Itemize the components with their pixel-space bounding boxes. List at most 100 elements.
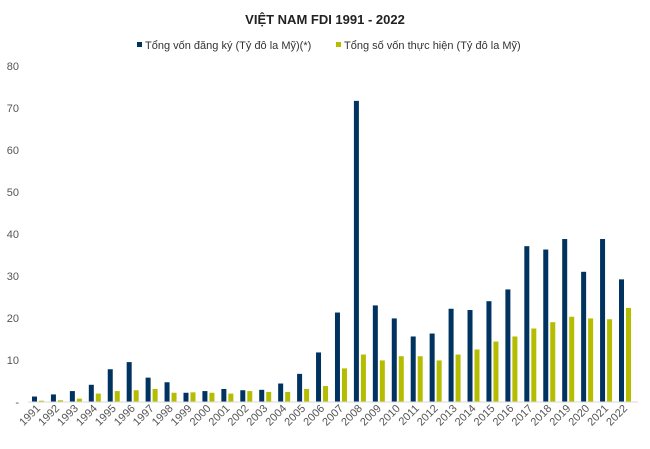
bar-registered-2001 — [221, 388, 227, 402]
x-tick-label: 1996 — [112, 403, 138, 429]
x-tick-label: 1999 — [169, 403, 195, 429]
bar-registered-1997 — [145, 377, 151, 402]
x-tick-label: 2022 — [604, 403, 630, 429]
x-tick-label: 2015 — [472, 403, 498, 429]
x-tick-label: 2000 — [188, 403, 214, 429]
x-tick-label: 1998 — [150, 403, 176, 429]
bar-disbursed-2005 — [304, 388, 310, 402]
bar-registered-2010 — [391, 318, 397, 402]
y-tick-label: - — [15, 397, 19, 409]
bar-disbursed-2012 — [436, 360, 442, 402]
bar-disbursed-1991 — [39, 400, 44, 402]
x-tick-label: 2013 — [434, 403, 460, 429]
x-tick-label: 2017 — [510, 403, 536, 429]
x-tick-label: 2012 — [415, 403, 441, 429]
x-tick-label: 2016 — [491, 403, 517, 429]
x-tick-label: 2009 — [358, 403, 384, 429]
bar-disbursed-2006 — [323, 386, 329, 402]
bar-disbursed-2001 — [228, 393, 234, 402]
bar-disbursed-1999 — [190, 392, 196, 402]
y-tick-label: 10 — [7, 355, 19, 367]
y-tick-label: 60 — [7, 145, 19, 157]
bar-registered-2013 — [448, 308, 454, 402]
bar-disbursed-2016 — [512, 336, 518, 402]
bar-registered-1994 — [88, 384, 94, 402]
bar-registered-2017 — [524, 246, 530, 402]
bar-disbursed-2018 — [550, 322, 556, 402]
bar-disbursed-2015 — [493, 341, 499, 402]
x-tick-label: 2008 — [339, 403, 365, 429]
bar-registered-1996 — [126, 362, 132, 402]
bar-registered-2003 — [259, 389, 265, 402]
x-tick-label: 1993 — [55, 403, 81, 429]
bar-registered-2006 — [316, 352, 322, 402]
bar-disbursed-2008 — [360, 354, 366, 402]
y-tick-label: 20 — [7, 313, 19, 325]
x-tick-label: 2003 — [245, 403, 271, 429]
bar-registered-2020 — [581, 271, 587, 402]
bar-disbursed-2002 — [247, 391, 253, 402]
x-axis: 1991199219931994199519961997199819992000… — [17, 403, 630, 429]
bar-disbursed-2003 — [266, 391, 272, 402]
bar-registered-1998 — [164, 382, 170, 402]
bar-registered-2018 — [543, 249, 549, 402]
y-tick-label: 50 — [7, 187, 19, 199]
bar-disbursed-1992 — [57, 400, 63, 402]
x-tick-label: 1997 — [131, 403, 157, 429]
bar-registered-2009 — [372, 305, 378, 402]
x-tick-label: 1994 — [74, 403, 100, 429]
bar-disbursed-2017 — [531, 328, 537, 402]
bar-disbursed-1998 — [171, 392, 177, 402]
bar-disbursed-1996 — [133, 390, 139, 402]
bar-registered-2000 — [202, 391, 208, 402]
bar-registered-1993 — [69, 391, 75, 402]
bar-disbursed-1995 — [114, 391, 120, 402]
bar-disbursed-2019 — [569, 316, 575, 402]
bar-registered-2019 — [562, 239, 568, 402]
bar-registered-2012 — [429, 333, 435, 402]
legend-label-disbursed: Tổng số vốn thực hiện (Tỷ đô la Mỹ) — [344, 40, 521, 52]
bar-registered-1991 — [32, 396, 37, 402]
bar-disbursed-2022 — [626, 307, 631, 402]
x-tick-label: 2021 — [585, 403, 611, 429]
bar-registered-2011 — [410, 336, 416, 402]
bar-registered-2007 — [334, 312, 340, 402]
bar-disbursed-2011 — [417, 356, 423, 402]
bar-registered-2002 — [240, 390, 246, 402]
bars — [32, 100, 631, 403]
bar-disbursed-1994 — [95, 393, 101, 402]
y-tick-label: 30 — [7, 271, 19, 283]
x-tick-label: 2007 — [320, 403, 346, 429]
bar-registered-2021 — [600, 239, 606, 402]
bar-registered-1995 — [107, 369, 113, 402]
bar-disbursed-2010 — [398, 356, 404, 402]
bar-disbursed-2020 — [588, 318, 594, 402]
legend-label-registered: Tổng vốn đăng ký (Tỷ đô la Mỹ)(*) — [145, 40, 311, 52]
y-tick-label: 40 — [7, 229, 19, 241]
bar-disbursed-2014 — [474, 349, 480, 402]
bar-registered-2022 — [619, 279, 624, 402]
x-tick-label: 1995 — [93, 403, 119, 429]
x-tick-label: 2014 — [453, 403, 479, 429]
legend: Tổng vốn đăng ký (Tỷ đô la Mỹ)(*) Tổng s… — [137, 40, 521, 52]
y-axis: - 10 20 30 40 50 60 70 80 — [7, 61, 20, 409]
x-tick-label: 2005 — [282, 403, 308, 429]
bar-disbursed-2004 — [285, 391, 291, 402]
bar-registered-2008 — [353, 100, 359, 403]
bar-disbursed-2000 — [209, 392, 215, 402]
bar-registered-2015 — [486, 301, 492, 402]
x-tick-label: 2018 — [529, 403, 555, 429]
x-tick-label: 2002 — [226, 403, 252, 429]
bar-registered-1992 — [50, 394, 56, 402]
legend-swatch-registered — [137, 42, 142, 47]
x-tick-label: 2001 — [207, 403, 233, 429]
bar-registered-2016 — [505, 289, 511, 402]
x-tick-label: 2010 — [377, 403, 403, 429]
y-tick-label: 70 — [7, 103, 19, 115]
bar-disbursed-2021 — [607, 319, 613, 402]
chart-title: VIỆT NAM FDI 1991 - 2022 — [245, 12, 405, 27]
bar-disbursed-1993 — [76, 398, 82, 402]
bar-registered-1999 — [183, 392, 189, 402]
bar-disbursed-2013 — [455, 354, 461, 402]
